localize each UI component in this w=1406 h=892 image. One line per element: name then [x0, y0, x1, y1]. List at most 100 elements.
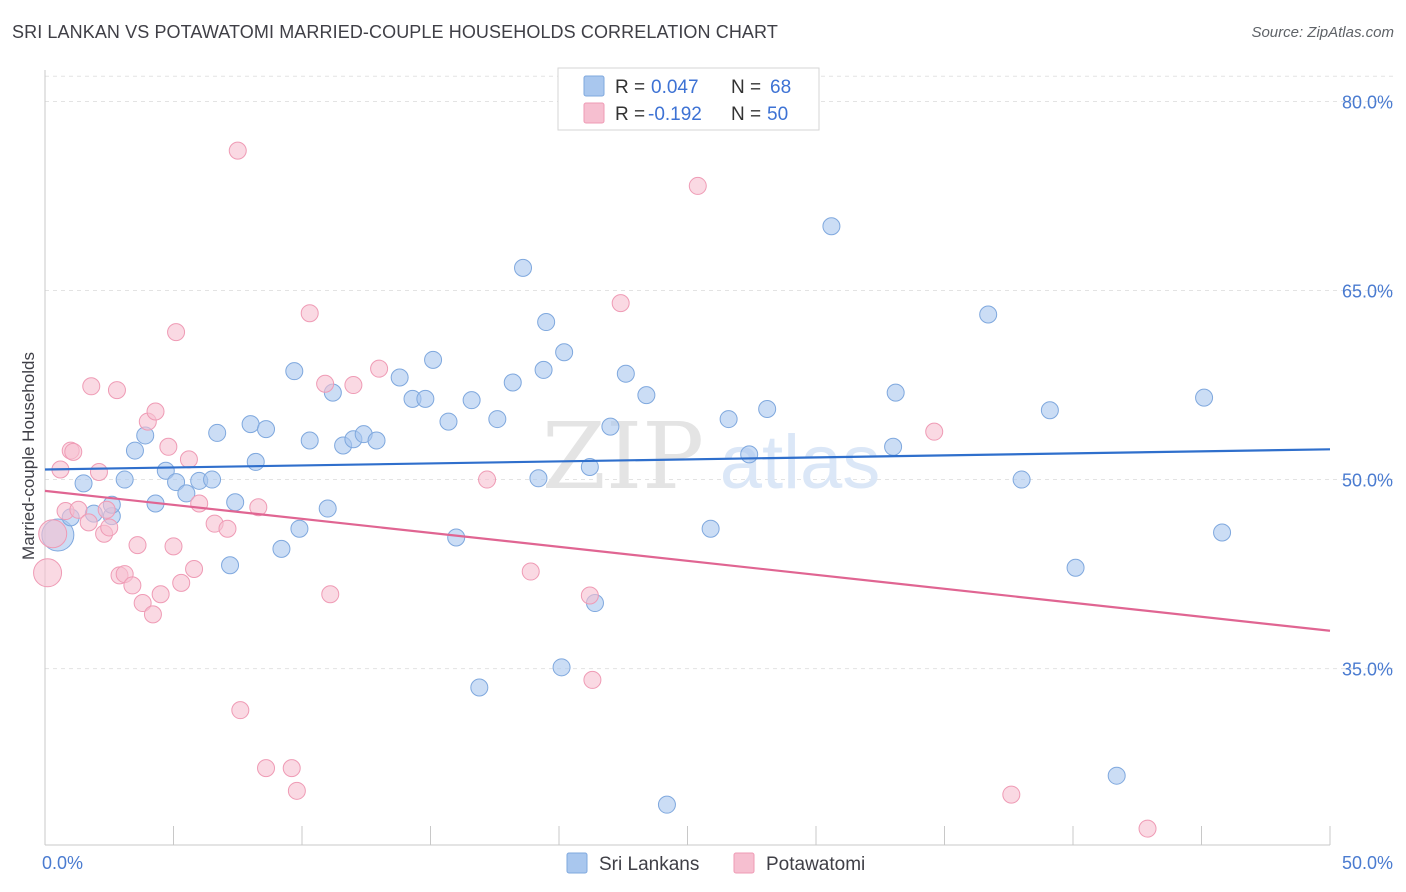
y-tick-label: 80.0%	[1342, 93, 1393, 113]
legend-n-value: 50	[767, 104, 788, 125]
potawatomi-point	[151, 585, 170, 604]
legend-n-label: N =	[731, 104, 761, 125]
sri-lankans-point	[257, 420, 276, 439]
trend-line-sri-lankans	[44, 448, 1331, 471]
grid-lines	[45, 75, 1393, 670]
series-legend-swatch-sri-lankans[interactable]	[566, 852, 588, 874]
potawatomi-point	[179, 450, 198, 469]
sri-lankans-point	[580, 457, 599, 476]
potawatomi-point	[89, 462, 108, 481]
potawatomi-point	[316, 374, 335, 393]
potawatomi-point	[218, 519, 237, 538]
sri-lankans-point	[318, 499, 337, 518]
sri-lankans-point	[537, 313, 556, 332]
potawatomi-point	[300, 304, 319, 323]
legend-r-label: R =	[615, 77, 645, 98]
potawatomi-point	[344, 376, 363, 395]
potawatomi-point	[282, 759, 301, 778]
series-legend-swatch-potawatomi[interactable]	[733, 852, 755, 874]
potawatomi-point	[1138, 819, 1157, 838]
series-legend-label-potawatomi[interactable]: Potawatomi	[766, 854, 865, 875]
sri-lankans-point	[529, 469, 548, 488]
sri-lankans-point	[177, 484, 196, 503]
potawatomi-point	[167, 323, 186, 342]
legend-swatch-potawatomi	[583, 102, 605, 124]
sri-lankans-point	[221, 556, 240, 575]
y-tick-label: 65.0%	[1342, 282, 1393, 302]
sri-lankans-point	[115, 470, 134, 489]
sri-lankans-point	[300, 431, 319, 450]
sri-lankans-point	[503, 373, 522, 392]
potawatomi-point	[107, 381, 126, 400]
potawatomi-point	[69, 500, 88, 519]
sri-lankans-point	[637, 386, 656, 405]
potawatomi-point	[521, 562, 540, 581]
sri-lankans-point	[226, 493, 245, 512]
sri-lankans-point	[272, 539, 291, 558]
chart-title: SRI LANKAN VS POTAWATOMI MARRIED-COUPLE …	[12, 22, 778, 42]
potawatomi-point	[159, 437, 178, 456]
potawatomi-point	[143, 605, 162, 624]
sri-lankans-point	[740, 445, 759, 464]
sri-lankans-point	[884, 437, 903, 456]
potawatomi-point	[146, 402, 165, 421]
sri-lankans-point	[424, 350, 443, 369]
watermark-zip: ZIP	[542, 403, 704, 510]
sri-lankans-point	[1107, 766, 1126, 785]
potawatomi-point	[185, 560, 204, 579]
source-credit: Source: ZipAtlas.com	[1251, 24, 1394, 41]
sri-lankans-point	[758, 399, 777, 418]
legend-n-label: N =	[731, 77, 761, 98]
potawatomi-point	[33, 558, 63, 588]
potawatomi-point	[925, 422, 944, 441]
potawatomi-point	[583, 670, 602, 689]
sri-lankans-point	[979, 305, 998, 324]
x-tick-labels: 0.0% 50.0%	[42, 853, 1393, 873]
sri-lankans-point	[439, 412, 458, 431]
potawatomi-point	[1002, 785, 1021, 804]
legend-n-value: 68	[770, 77, 791, 98]
series-potawatomi-points	[33, 141, 1157, 838]
sri-lankans-point	[241, 415, 260, 434]
sri-lankans-point	[203, 470, 222, 489]
potawatomi-point	[257, 759, 276, 778]
potawatomi-point	[611, 294, 630, 313]
sri-lankans-point	[167, 473, 186, 492]
x-tick-label-min: 0.0%	[42, 853, 83, 873]
x-tick-label-max: 50.0%	[1342, 853, 1393, 873]
sri-lankans-point	[246, 452, 265, 471]
sri-lankans-point	[462, 391, 481, 410]
sri-lankans-point	[886, 383, 905, 402]
potawatomi-point	[287, 781, 306, 800]
sri-lankans-point	[208, 423, 227, 442]
potawatomi-point	[228, 141, 247, 160]
y-axis-label: Married-couple Households	[19, 352, 38, 560]
sri-lankans-point	[470, 678, 489, 697]
series-legend-label-sri-lankans[interactable]: Sri Lankans	[599, 854, 699, 875]
series-sri-lankans-points	[41, 217, 1232, 814]
sri-lankans-point	[616, 364, 635, 383]
legend-r-value: 0.047	[651, 77, 699, 98]
potawatomi-point	[123, 576, 142, 595]
watermark-atlas: atlas	[720, 420, 881, 505]
sri-lankans-point	[125, 441, 144, 460]
potawatomi-point	[79, 513, 98, 532]
sri-lankans-point	[1040, 401, 1059, 420]
potawatomi-point	[478, 470, 497, 489]
potawatomi-point	[100, 518, 119, 537]
sri-lankans-point	[367, 431, 386, 450]
legend-r-label: R =	[615, 104, 645, 125]
sri-lankans-point	[822, 217, 841, 236]
potawatomi-point	[688, 176, 707, 195]
sri-lankans-point	[555, 343, 574, 362]
potawatomi-point	[64, 442, 83, 461]
y-tick-labels: 35.0% 50.0% 65.0% 80.0%	[1342, 93, 1393, 680]
sri-lankans-point	[657, 795, 676, 814]
sri-lankans-point	[514, 258, 533, 277]
potawatomi-point	[321, 585, 340, 604]
potawatomi-point	[249, 498, 268, 517]
trend-line-potawatomi	[44, 489, 1331, 632]
potawatomi-point	[164, 537, 183, 556]
x-ticks	[173, 826, 1331, 845]
